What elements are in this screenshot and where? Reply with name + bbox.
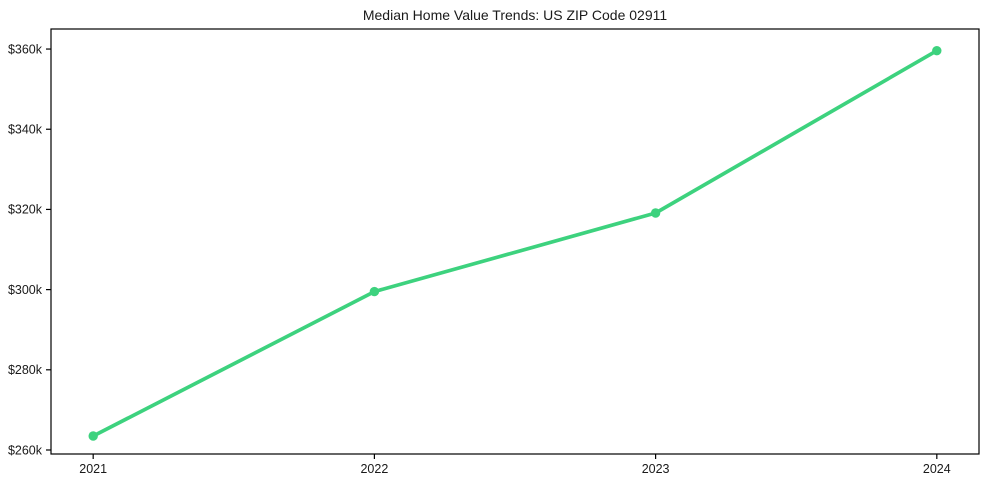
x-tick-label: 2022 [360,462,388,476]
x-tick-label: 2024 [923,462,951,476]
y-tick-label: $340k [8,123,43,137]
trend-line [91,48,939,438]
y-tick-label: $280k [8,363,43,377]
plot-spines [50,28,980,455]
y-tick-label: $320k [8,203,43,217]
y-tick-label: $360k [8,42,43,56]
chart-title: Median Home Value Trends: US ZIP Code 02… [362,7,668,23]
y-tick-label: $260k [8,443,43,457]
data-point-marker [369,286,380,297]
data-point-marker [650,208,661,218]
y-tick-label: $300k [8,283,43,297]
data-point-marker [932,46,942,56]
x-tick-label: 2021 [79,462,107,476]
data-point-marker [88,431,98,441]
x-tick-label: 2023 [642,462,670,476]
